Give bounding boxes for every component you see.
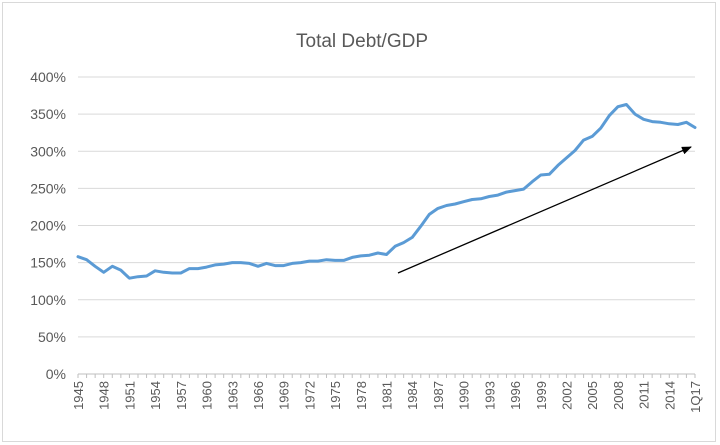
- x-tick-label: 2011: [637, 381, 652, 409]
- y-tick-label: 50%: [38, 329, 66, 345]
- annotation-layer: [397, 146, 692, 274]
- y-tick-label: 250%: [30, 180, 66, 196]
- x-tick-label: 1951: [122, 381, 137, 410]
- x-tick-label: 1996: [508, 381, 523, 410]
- chart-title: Total Debt/GDP: [296, 31, 428, 52]
- x-tick-label: 1972: [302, 381, 317, 410]
- y-tick-label: 350%: [30, 106, 66, 122]
- x-tick-label: 1975: [328, 381, 343, 410]
- x-tick-label: 2002: [559, 381, 574, 410]
- x-tick-label: 1957: [174, 381, 189, 410]
- x-tick-label: 2005: [585, 381, 600, 410]
- debt-gdp-chart: Total Debt/GDP 0% 50% 100% 150% 200% 250% 300%…: [30, 31, 703, 413]
- x-tick-label: 2014: [662, 381, 677, 410]
- x-tick-label: 1987: [431, 381, 446, 410]
- y-tick-label: 300%: [30, 143, 66, 159]
- x-tick-label: 1960: [200, 381, 215, 410]
- y-tick-labels: 0% 50% 100% 150% 200% 250% 300% 350% 400%: [30, 69, 66, 382]
- grid-lines: [78, 76, 695, 375]
- x-tick-label: 1954: [148, 381, 163, 410]
- x-tick-label: 1948: [97, 381, 112, 410]
- x-tick-label: 1966: [251, 381, 266, 410]
- y-tick-label: 150%: [30, 255, 66, 271]
- x-tick-label: 1984: [405, 381, 420, 410]
- y-tick-label: 0%: [46, 366, 66, 382]
- x-tick-label: 1993: [482, 381, 497, 410]
- x-tick-label: 2008: [611, 381, 626, 410]
- y-tick-label: 200%: [30, 218, 66, 234]
- x-tick-label: 1978: [354, 381, 369, 410]
- x-tick-label: 1963: [225, 381, 240, 410]
- trend-arrow: [397, 146, 692, 274]
- x-tick-label: 1945: [71, 381, 86, 410]
- y-tick-label: 100%: [30, 292, 66, 308]
- x-tick-labels: 1945 1948 1951 1954 1957 1960 1963 1966 1969 1972…: [71, 374, 703, 413]
- x-tick-label: 1969: [277, 381, 292, 410]
- series-layer: [76, 103, 697, 280]
- series-line: [76, 103, 697, 280]
- x-tick-label: 1981: [380, 381, 395, 410]
- x-tick-label: 1999: [534, 381, 549, 410]
- x-tick-label: 1990: [457, 381, 472, 410]
- y-tick-label: 400%: [30, 69, 66, 85]
- x-tick-label: 1Q17: [688, 381, 703, 413]
